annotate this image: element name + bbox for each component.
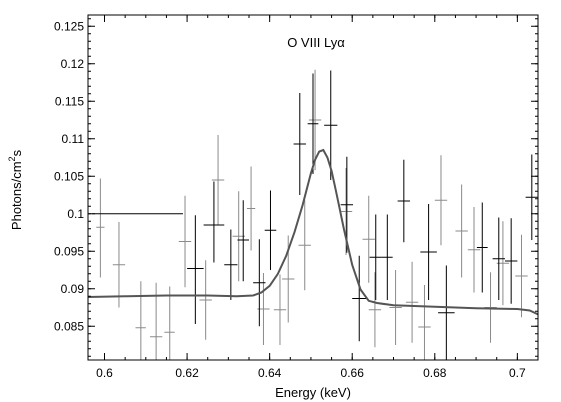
data-point xyxy=(96,178,105,278)
x-tick-label: 0.6 xyxy=(96,366,113,380)
data-point xyxy=(405,261,419,343)
data-point xyxy=(112,222,126,308)
data-point xyxy=(340,156,354,253)
data-point xyxy=(246,166,256,251)
data-point xyxy=(368,272,382,348)
data-point xyxy=(178,195,192,288)
data-point xyxy=(362,195,375,283)
x-axis-label: Energy (keV) xyxy=(275,385,351,400)
y-tick-label: 0.11 xyxy=(62,132,85,146)
y-tick-label: 0.12 xyxy=(61,57,85,71)
x-tick-label: 0.66 xyxy=(341,366,365,380)
data-point xyxy=(492,217,505,300)
data-point xyxy=(307,73,319,174)
data-point xyxy=(467,207,481,293)
data-point xyxy=(418,285,431,360)
x-tick-label: 0.62 xyxy=(175,366,199,380)
data-point xyxy=(504,218,518,304)
data-point xyxy=(369,214,382,300)
plot-frame xyxy=(87,14,539,361)
model-curve xyxy=(88,148,538,316)
data-point xyxy=(434,155,448,246)
data-point xyxy=(273,274,287,345)
data-point xyxy=(515,234,528,318)
data-point xyxy=(293,93,306,195)
data-point xyxy=(397,159,411,243)
line-annotation: O VIII Lyα xyxy=(287,35,345,50)
data-point xyxy=(187,215,204,324)
data-point xyxy=(264,190,277,270)
data-point xyxy=(211,135,225,225)
x-tick-label: 0.68 xyxy=(423,366,447,380)
data-point xyxy=(525,154,538,240)
y-tick-label: 0.09 xyxy=(61,282,85,296)
y-tick-label: 0.085 xyxy=(54,319,84,333)
x-tick-label: 0.64 xyxy=(258,366,282,380)
data-point xyxy=(203,181,225,263)
data-point xyxy=(438,265,455,360)
data-point xyxy=(389,270,402,345)
data-point xyxy=(324,70,338,180)
data-point xyxy=(352,255,367,342)
y-tick-label: 0.105 xyxy=(54,169,84,183)
y-axis-label: Photons/cm2s xyxy=(7,149,24,230)
data-point xyxy=(476,202,488,293)
data-point xyxy=(199,260,212,340)
y-tick-label: 0.1 xyxy=(67,207,84,221)
data-point xyxy=(253,239,266,327)
data-point xyxy=(164,286,175,360)
x-tick-label: 0.7 xyxy=(509,366,526,380)
data-point xyxy=(308,69,322,171)
y-tick-label: 0.125 xyxy=(54,19,84,33)
data-point xyxy=(381,214,393,300)
y-tick-label: 0.095 xyxy=(54,244,84,258)
data-point xyxy=(420,204,437,300)
y-tick-label: 0.115 xyxy=(55,94,84,108)
data-point xyxy=(298,200,311,291)
data-point xyxy=(455,184,468,278)
data-point xyxy=(224,229,238,300)
data-point xyxy=(237,200,250,282)
